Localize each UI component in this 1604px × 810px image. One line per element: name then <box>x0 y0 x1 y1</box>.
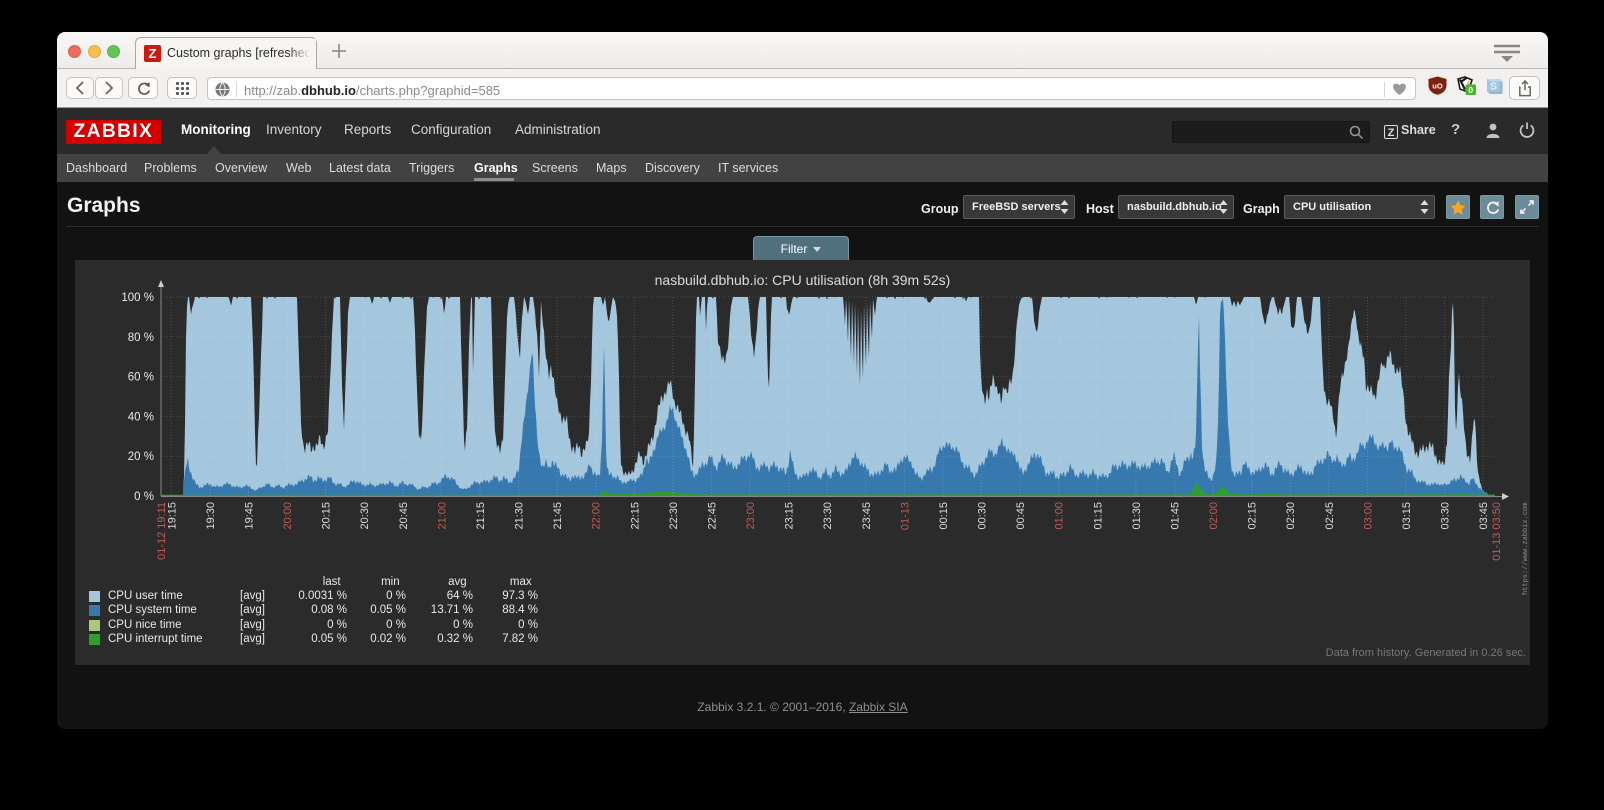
svg-text:03:30: 03:30 <box>1440 502 1452 530</box>
svg-text:02:30: 02:30 <box>1285 502 1297 530</box>
svg-text:23:00: 23:00 <box>745 502 757 530</box>
svg-text:01:00: 01:00 <box>1054 502 1066 530</box>
svg-text:22:00: 22:00 <box>591 502 603 530</box>
svg-text:21:45: 21:45 <box>552 502 564 530</box>
svg-text:19:30: 19:30 <box>205 502 217 530</box>
svg-text:00:15: 00:15 <box>938 502 950 530</box>
svg-text:19:45: 19:45 <box>244 502 256 530</box>
svg-text:02:15: 02:15 <box>1247 502 1259 530</box>
svg-text:80 %: 80 % <box>128 332 154 344</box>
svg-text:S: S <box>1490 81 1497 93</box>
svg-text:03:15: 03:15 <box>1401 502 1413 530</box>
svg-text:21:30: 21:30 <box>514 502 526 530</box>
svg-text:23:15: 23:15 <box>784 502 796 530</box>
svg-text:100 %: 100 % <box>121 292 154 304</box>
svg-text:19:15: 19:15 <box>166 502 178 530</box>
svg-text:23:30: 23:30 <box>822 502 834 530</box>
svg-text:02:45: 02:45 <box>1324 502 1336 530</box>
svg-text:20:30: 20:30 <box>359 502 371 530</box>
svg-text:20:00: 20:00 <box>282 502 294 530</box>
svg-text:21:15: 21:15 <box>475 502 487 530</box>
svg-text:40 %: 40 % <box>128 411 154 423</box>
svg-text:01:15: 01:15 <box>1092 502 1104 530</box>
svg-text:23:45: 23:45 <box>861 502 873 530</box>
svg-text:60 %: 60 % <box>128 372 154 384</box>
svg-text:22:30: 22:30 <box>668 502 680 530</box>
svg-text:02:00: 02:00 <box>1208 502 1220 530</box>
svg-text:01-13 03:50: 01-13 03:50 <box>1491 502 1503 561</box>
svg-text:22:45: 22:45 <box>707 502 719 530</box>
svg-text:00:30: 00:30 <box>977 502 989 530</box>
svg-text:01:45: 01:45 <box>1170 502 1182 530</box>
svg-text:0: 0 <box>1468 85 1473 95</box>
svg-text:21:00: 21:00 <box>436 502 448 530</box>
svg-text:03:45: 03:45 <box>1478 502 1490 530</box>
svg-text:00:45: 00:45 <box>1015 502 1027 530</box>
svg-text:01:30: 01:30 <box>1131 502 1143 530</box>
svg-text:20:45: 20:45 <box>398 502 410 530</box>
svg-text:20:15: 20:15 <box>321 502 333 530</box>
svg-text:0 %: 0 % <box>134 491 154 503</box>
svg-text:01-12 19:11: 01-12 19:11 <box>156 502 168 560</box>
svg-text:20 %: 20 % <box>128 451 154 463</box>
svg-text:22:15: 22:15 <box>629 502 641 530</box>
svg-text:01-13: 01-13 <box>899 502 911 530</box>
svg-text:https://www.zabbix.com: https://www.zabbix.com <box>1522 503 1530 595</box>
svg-text:03:00: 03:00 <box>1362 502 1374 530</box>
svg-text:uO: uO <box>1432 82 1443 91</box>
